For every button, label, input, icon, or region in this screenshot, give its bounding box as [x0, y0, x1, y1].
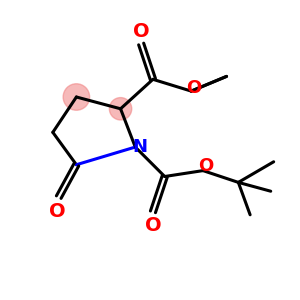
Text: O: O	[49, 202, 66, 220]
Circle shape	[63, 84, 90, 110]
Circle shape	[110, 98, 132, 120]
Text: O: O	[198, 157, 214, 175]
Text: O: O	[133, 22, 149, 41]
Text: O: O	[187, 79, 202, 97]
Text: O: O	[145, 216, 161, 235]
Text: N: N	[132, 138, 147, 156]
